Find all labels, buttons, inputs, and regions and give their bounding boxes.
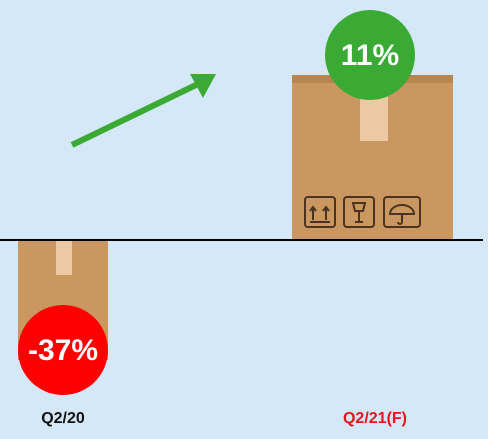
change-badge-positive [325, 10, 415, 100]
period-label-forecast: Q2/21(F) [343, 410, 407, 427]
change-label: 11% [341, 39, 399, 72]
box-tape [56, 241, 72, 275]
period-label: Q2/20 [41, 410, 85, 427]
box-icons [304, 196, 421, 228]
change-label: -37% [28, 334, 98, 367]
trend-arrow [70, 81, 200, 148]
change-badge-negative [18, 305, 108, 395]
box-right [292, 75, 453, 240]
trend-arrow-head [190, 74, 216, 98]
